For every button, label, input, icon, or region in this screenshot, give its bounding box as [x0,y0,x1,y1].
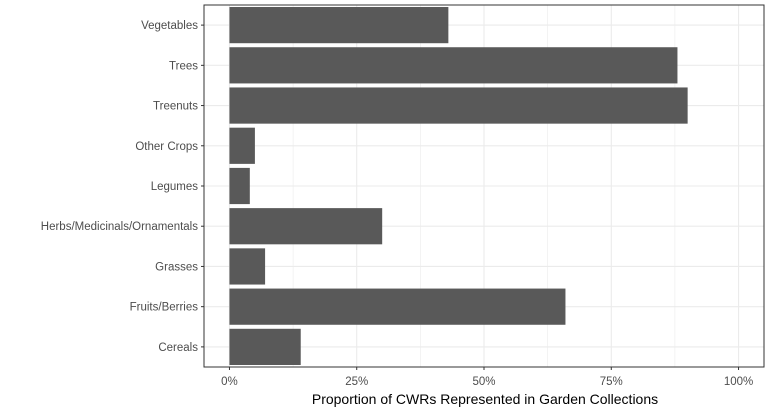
y-tick-label: Legumes [151,181,199,193]
y-tick-label: Grasses [155,261,198,273]
y-tick-label: Trees [169,60,198,72]
bar-fruits-berries [229,288,566,325]
bar-trees [229,47,678,84]
x-tick-label: 0% [221,376,238,388]
bar-treenuts [229,87,688,124]
bars [229,7,688,365]
y-tick-label: Treenuts [153,101,198,113]
x-tick-label: 25% [345,376,368,388]
bar-legumes [229,167,250,205]
x-tick-label: 50% [472,376,495,388]
bar-cereals [229,328,301,365]
x-tick-label: 75% [600,376,623,388]
bar-vegetables [229,7,449,44]
y-tick-label: Fruits/Berries [130,302,199,314]
y-axis-ticks: Cereals Fruits/Berries Grasses Herbs/Medici… [41,20,204,354]
y-tick-label: Vegetables [141,20,198,32]
y-tick-label: Herbs/Medicinals/Ornamentals [41,221,198,233]
y-tick-label: Cereals [158,342,198,354]
x-tick-label: 100% [724,376,753,388]
bar-other-crops [229,127,255,164]
bar-grasses [229,248,266,285]
x-axis-ticks: 0% 25% 50% 75% 100% [221,367,753,388]
bar-herbs-medicinals-ornamentals [229,208,383,245]
x-axis-title: Proportion of CWRs Represented in Garden… [312,391,658,407]
y-tick-label: Other Crops [135,141,198,153]
